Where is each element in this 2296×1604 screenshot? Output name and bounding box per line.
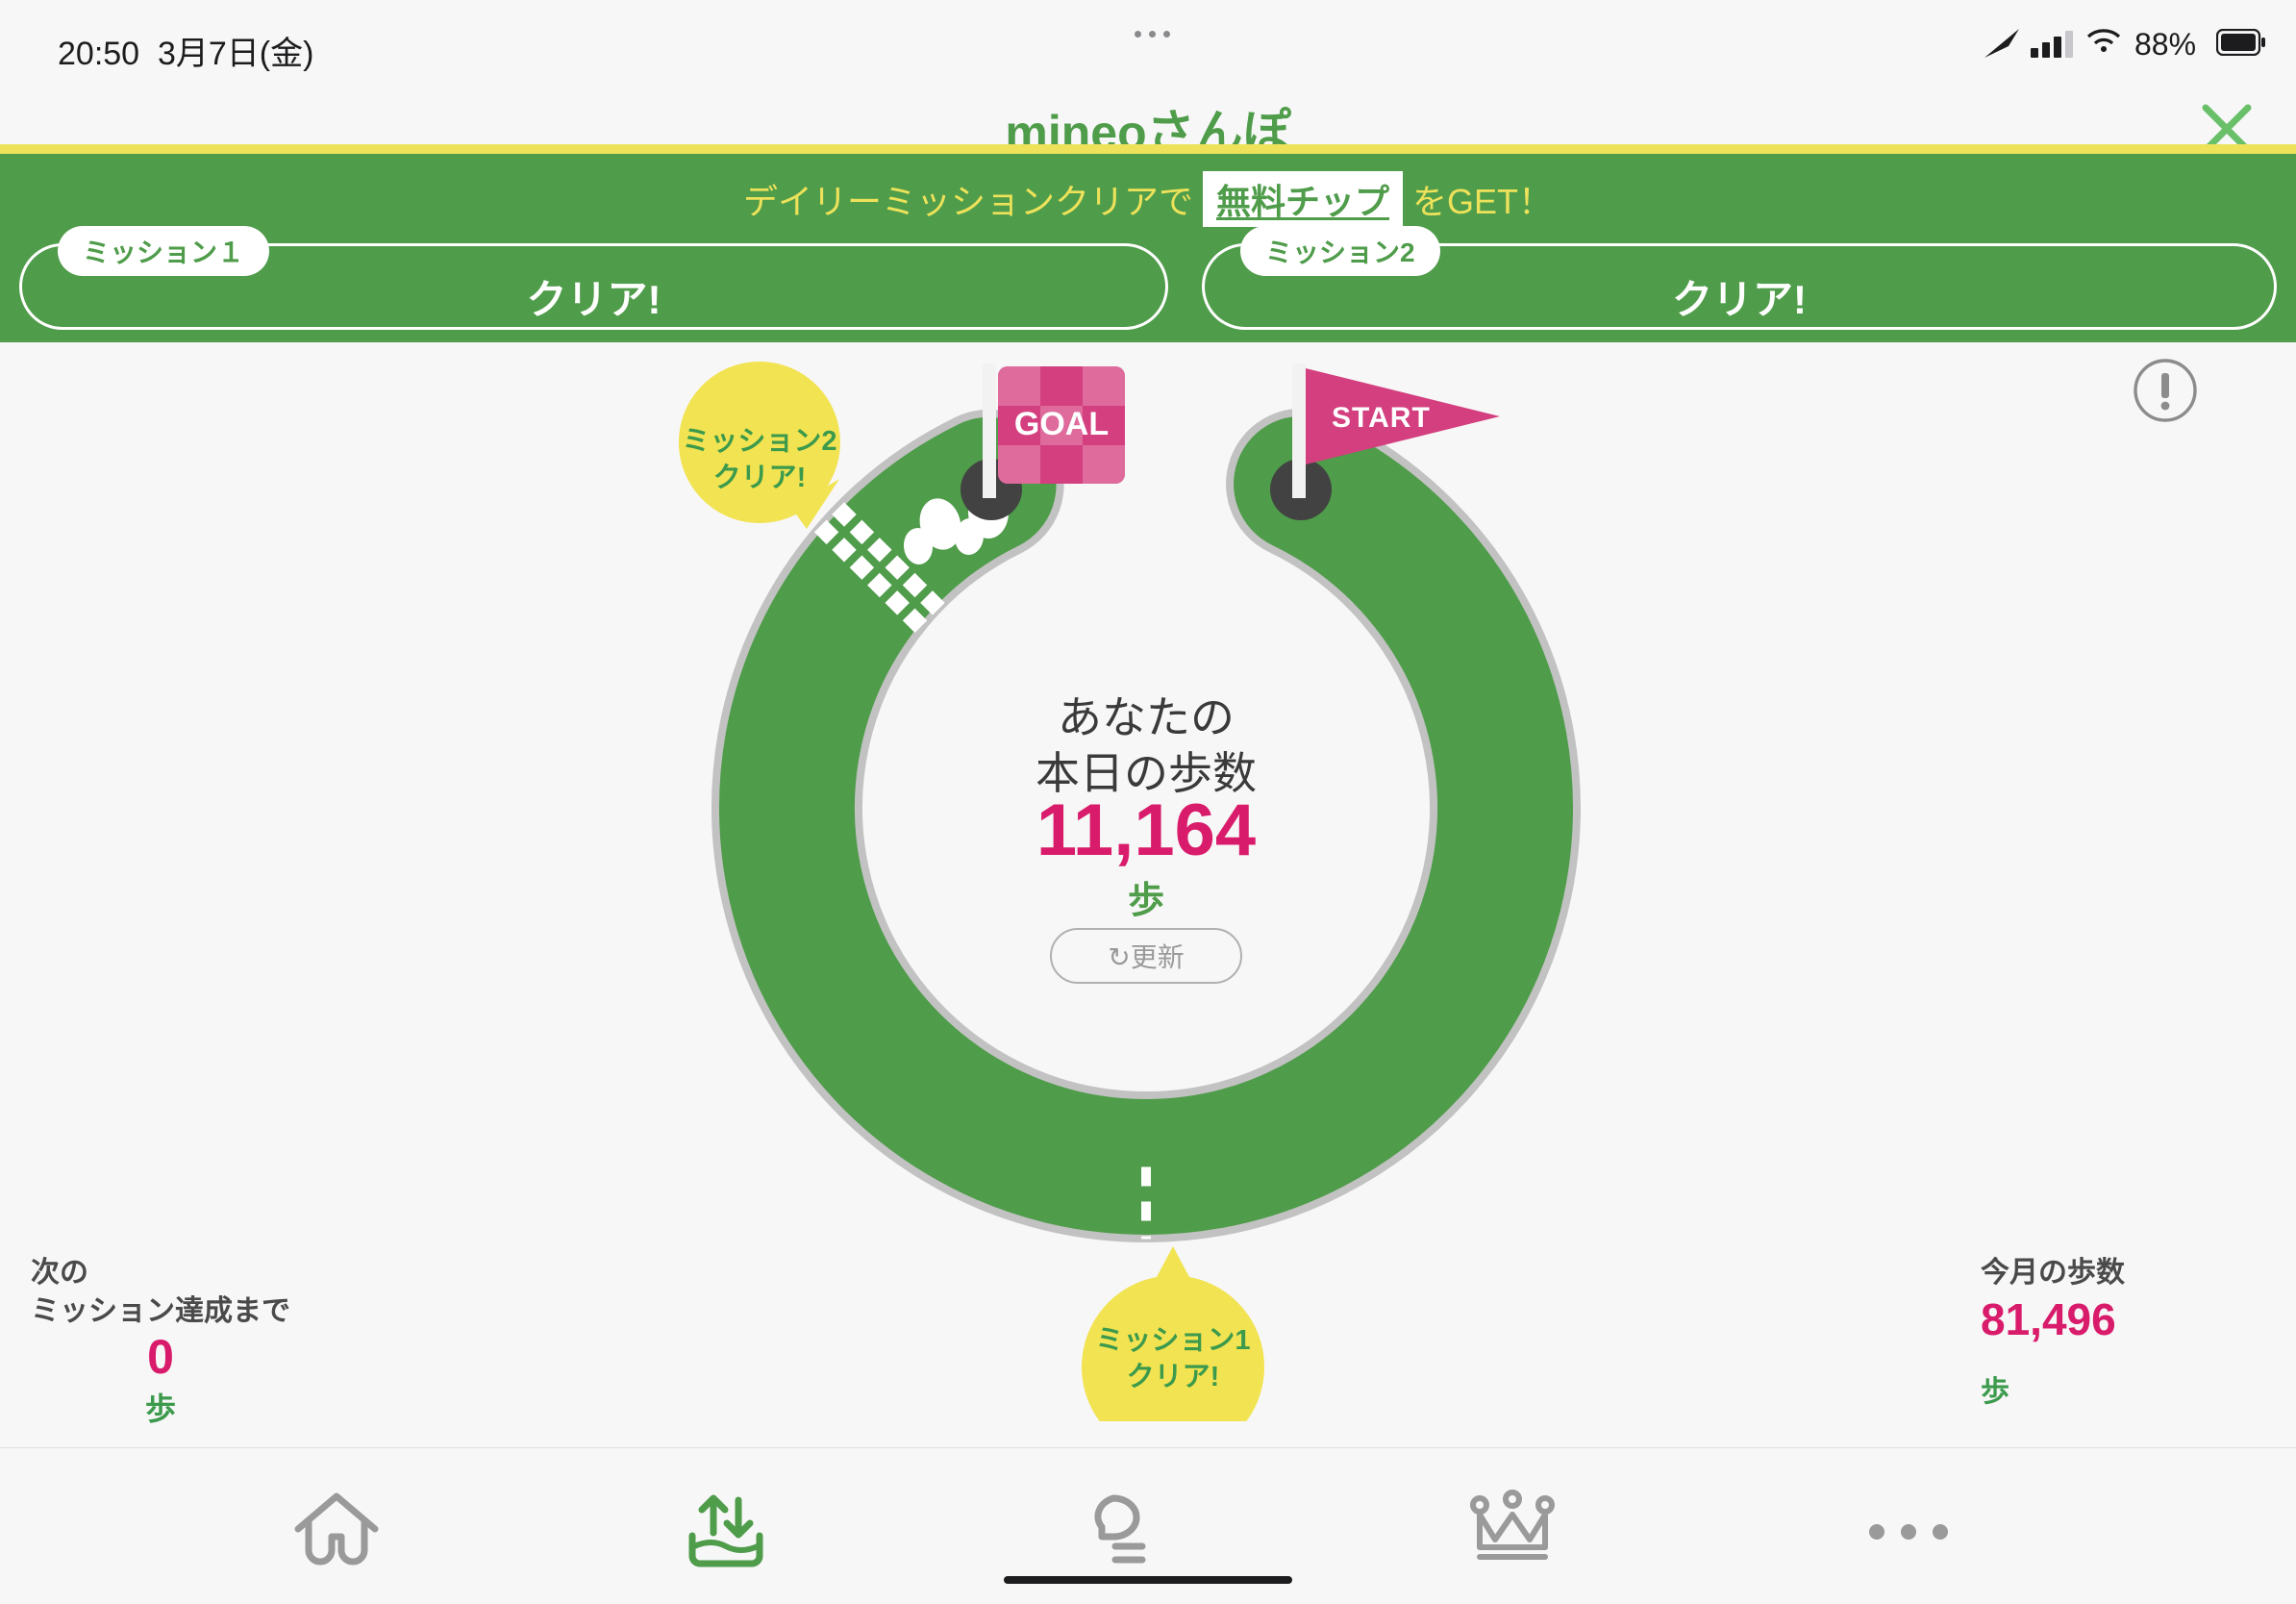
svg-text:START: START — [1332, 402, 1431, 434]
svg-text:GOAL: GOAL — [1014, 406, 1109, 442]
